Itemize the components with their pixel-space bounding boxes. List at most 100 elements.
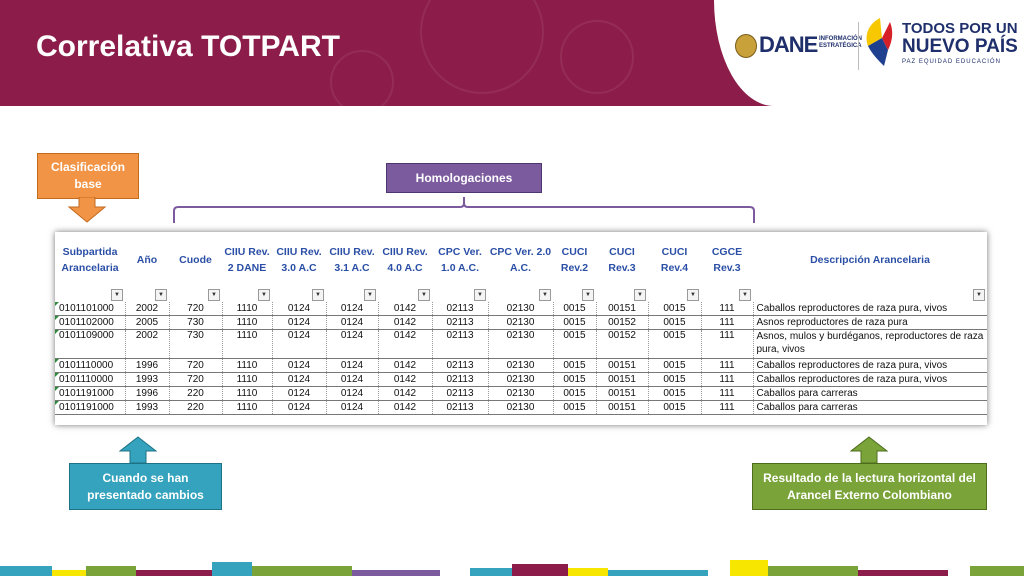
table-cell[interactable]: 00151 xyxy=(595,372,648,387)
table-cell[interactable]: 0015 xyxy=(552,329,596,359)
table-cell[interactable]: 1110 xyxy=(221,315,272,330)
filter-dropdown-icon[interactable]: ▼ xyxy=(582,289,594,301)
table-cell[interactable]: 730 xyxy=(168,315,222,330)
table-cell[interactable]: 00152 xyxy=(595,315,648,330)
table-cell[interactable]: 00152 xyxy=(595,329,648,359)
table-cell[interactable]: 0142 xyxy=(377,386,432,401)
table-cell[interactable]: 0124 xyxy=(271,400,326,415)
table-cell[interactable]: 02130 xyxy=(487,329,553,359)
filter-dropdown-icon[interactable]: ▼ xyxy=(973,289,985,301)
filter-dropdown-icon[interactable]: ▼ xyxy=(634,289,646,301)
table-cell[interactable]: 1110 xyxy=(221,400,272,415)
table-cell[interactable]: 0015 xyxy=(647,358,701,373)
table-cell[interactable]: 02113 xyxy=(431,400,488,415)
table-cell[interactable]: 1110 xyxy=(221,358,272,373)
table-cell[interactable]: 111 xyxy=(700,372,753,387)
table-cell[interactable]: 1996 xyxy=(124,358,169,373)
table-cell[interactable]: 111 xyxy=(700,386,753,401)
table-cell[interactable]: 1996 xyxy=(124,386,169,401)
table-cell[interactable]: 111 xyxy=(700,302,753,316)
table-cell[interactable]: 0101110000 xyxy=(55,372,125,387)
table-cell[interactable]: 02113 xyxy=(431,315,488,330)
table-cell[interactable]: 0142 xyxy=(377,358,432,373)
table-cell[interactable]: 1110 xyxy=(221,302,272,316)
table-cell[interactable]: 0015 xyxy=(552,358,596,373)
table-cell[interactable]: 2002 xyxy=(124,329,169,359)
table-cell[interactable]: 0015 xyxy=(552,302,596,316)
table-cell[interactable]: 0015 xyxy=(552,315,596,330)
table-cell[interactable]: 0142 xyxy=(377,315,432,330)
table-cell[interactable]: 02130 xyxy=(487,372,553,387)
table-cell[interactable]: 00151 xyxy=(595,386,648,401)
table-cell[interactable]: 0015 xyxy=(647,315,701,330)
table-cell[interactable]: Caballos para carreras xyxy=(752,386,987,401)
table-cell[interactable]: 720 xyxy=(168,372,222,387)
table-cell[interactable]: 0142 xyxy=(377,372,432,387)
table-cell[interactable]: 00151 xyxy=(595,302,648,316)
table-cell[interactable]: 0124 xyxy=(325,372,378,387)
table-cell[interactable]: 0015 xyxy=(552,372,596,387)
filter-dropdown-icon[interactable]: ▼ xyxy=(364,289,376,301)
table-cell[interactable]: Caballos para carreras xyxy=(752,400,987,415)
table-cell[interactable]: 0124 xyxy=(271,386,326,401)
table-cell[interactable]: Asnos, mulos y burdéganos, reproductores… xyxy=(752,329,987,359)
table-cell[interactable]: Caballos reproductores de raza pura, viv… xyxy=(752,372,987,387)
table-cell[interactable]: 02113 xyxy=(431,386,488,401)
table-cell[interactable]: 0124 xyxy=(271,358,326,373)
table-cell[interactable]: 0015 xyxy=(647,302,701,316)
table-cell[interactable]: 220 xyxy=(168,386,222,401)
table-cell[interactable]: 0124 xyxy=(325,329,378,359)
table-cell[interactable]: 02113 xyxy=(431,358,488,373)
table-cell[interactable]: 0015 xyxy=(552,386,596,401)
filter-dropdown-icon[interactable]: ▼ xyxy=(111,289,123,301)
table-cell[interactable]: 2005 xyxy=(124,315,169,330)
filter-dropdown-icon[interactable]: ▼ xyxy=(687,289,699,301)
table-cell[interactable]: 0124 xyxy=(325,400,378,415)
filter-dropdown-icon[interactable]: ▼ xyxy=(539,289,551,301)
table-cell[interactable]: 0101110000 xyxy=(55,358,125,373)
table-cell[interactable]: 0124 xyxy=(325,315,378,330)
table-cell[interactable]: 0142 xyxy=(377,329,432,359)
table-cell[interactable]: 00151 xyxy=(595,358,648,373)
table-cell[interactable]: 0015 xyxy=(647,372,701,387)
table-cell[interactable]: 0142 xyxy=(377,400,432,415)
table-cell[interactable]: 1110 xyxy=(221,386,272,401)
table-cell[interactable]: 0101109000 xyxy=(55,329,125,359)
table-cell[interactable]: 111 xyxy=(700,358,753,373)
table-cell[interactable]: 0124 xyxy=(271,302,326,316)
table-cell[interactable]: 0015 xyxy=(647,386,701,401)
table-cell[interactable]: 02130 xyxy=(487,400,553,415)
table-cell[interactable]: 1110 xyxy=(221,372,272,387)
table-cell[interactable]: 0124 xyxy=(271,315,326,330)
table-cell[interactable]: 0124 xyxy=(271,372,326,387)
table-cell[interactable]: 0124 xyxy=(325,386,378,401)
table-cell[interactable]: 02130 xyxy=(487,358,553,373)
table-cell[interactable]: 111 xyxy=(700,400,753,415)
filter-dropdown-icon[interactable]: ▼ xyxy=(258,289,270,301)
table-cell[interactable]: 02130 xyxy=(487,386,553,401)
table-cell[interactable]: 0142 xyxy=(377,302,432,316)
table-cell[interactable]: 02113 xyxy=(431,372,488,387)
table-cell[interactable]: 1110 xyxy=(221,329,272,359)
table-cell[interactable]: 730 xyxy=(168,329,222,359)
filter-dropdown-icon[interactable]: ▼ xyxy=(418,289,430,301)
table-cell[interactable]: 1993 xyxy=(124,372,169,387)
table-cell[interactable]: 111 xyxy=(700,315,753,330)
table-cell[interactable]: 0124 xyxy=(325,358,378,373)
table-cell[interactable]: 0124 xyxy=(271,329,326,359)
table-cell[interactable]: 00151 xyxy=(595,400,648,415)
table-cell[interactable]: Caballos reproductores de raza pura, viv… xyxy=(752,358,987,373)
filter-dropdown-icon[interactable]: ▼ xyxy=(155,289,167,301)
table-cell[interactable]: 02113 xyxy=(431,302,488,316)
filter-dropdown-icon[interactable]: ▼ xyxy=(312,289,324,301)
table-cell[interactable]: 720 xyxy=(168,302,222,316)
table-cell[interactable]: 220 xyxy=(168,400,222,415)
table-cell[interactable]: 02113 xyxy=(431,329,488,359)
filter-dropdown-icon[interactable]: ▼ xyxy=(739,289,751,301)
table-cell[interactable]: Caballos reproductores de raza pura, viv… xyxy=(752,302,987,316)
table-cell[interactable]: 111 xyxy=(700,329,753,359)
table-cell[interactable]: 720 xyxy=(168,358,222,373)
table-cell[interactable]: 0015 xyxy=(647,329,701,359)
table-cell[interactable]: 0101191000 xyxy=(55,400,125,415)
table-cell[interactable]: 0124 xyxy=(325,302,378,316)
